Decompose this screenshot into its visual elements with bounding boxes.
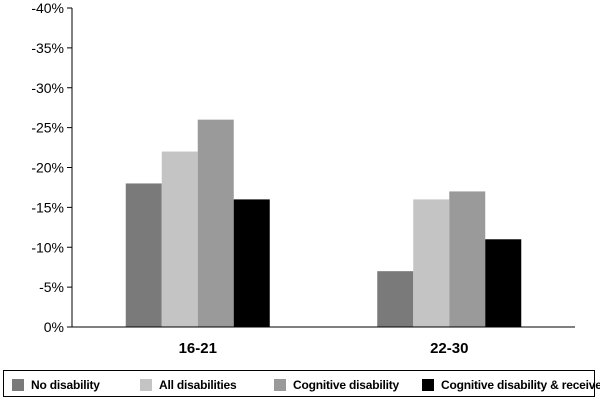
- y-tick-label: -25%: [31, 120, 64, 136]
- bar-22-30-cognitive-disability-receives-ssi: [485, 239, 522, 327]
- bar-16-21-no-disability: [125, 183, 162, 327]
- bar-22-30-no-disability: [377, 271, 414, 327]
- bar-16-21-all-disabilities: [161, 151, 198, 327]
- bar-16-21-cognitive-disability: [197, 119, 234, 328]
- y-tick-label: -40%: [31, 0, 64, 16]
- y-tick-label: -30%: [31, 80, 64, 96]
- legend-swatch-cognitive-disability-ssi: [422, 378, 434, 391]
- y-tick-label: -5%: [39, 279, 64, 295]
- x-category-label: 16-21: [179, 340, 217, 357]
- axes: [71, 8, 575, 328]
- legend-item-cognitive-disability: Cognitive disability: [274, 377, 399, 392]
- legend-swatch-cognitive-disability: [274, 378, 286, 391]
- y-tick-label: -35%: [31, 40, 64, 56]
- bar-22-30-all-disabilities: [413, 199, 450, 327]
- y-tick-label: -20%: [31, 160, 64, 176]
- legend-item-all-disabilities: All disabilities: [140, 377, 237, 392]
- legend-swatch-all-disabilities: [140, 378, 152, 391]
- y-tick-label: 0%: [44, 319, 64, 335]
- legend-item-cognitive-disability-ssi: Cognitive disability & receives SSI: [422, 377, 600, 392]
- x-category-label: 22-30: [430, 340, 468, 357]
- legend-label-no-disability: No disability: [31, 377, 100, 392]
- legend-label-all-disabilities: All disabilities: [159, 377, 237, 392]
- legend-item-no-disability: No disability: [12, 377, 100, 392]
- y-tick-label: -15%: [31, 199, 64, 215]
- legend: No disability All disabilities Cognitive…: [3, 370, 600, 397]
- y-axis-ticks: -40% -35% -30% -25% -20% -15% -10% -5% 0%: [31, 0, 72, 335]
- bar-16-21-cognitive-disability-receives-ssi: [233, 199, 270, 327]
- bar-22-30-cognitive-disability: [449, 191, 486, 327]
- x-axis-category-labels: 16-21 22-30: [179, 340, 469, 357]
- y-tick-label: -10%: [31, 239, 64, 255]
- legend-label-cognitive-disability-ssi: Cognitive disability & receives SSI: [441, 377, 600, 392]
- legend-label-cognitive-disability: Cognitive disability: [293, 377, 400, 392]
- bars: [125, 119, 522, 328]
- legend-swatch-no-disability: [12, 378, 24, 391]
